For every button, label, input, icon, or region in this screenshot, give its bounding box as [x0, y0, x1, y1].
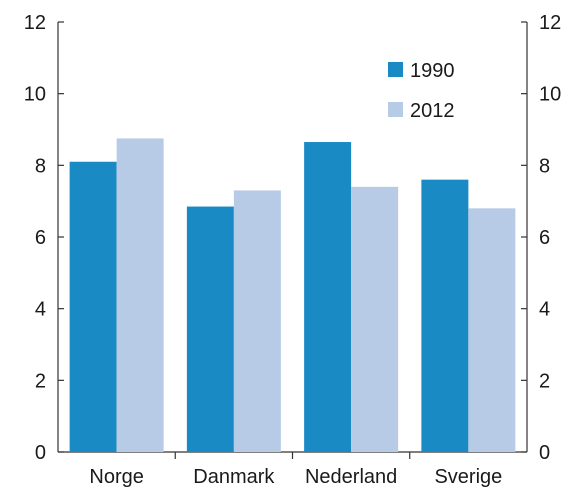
- x-category-label: Danmark: [193, 466, 275, 488]
- x-category-label: Norge: [89, 466, 143, 488]
- left-tick-label: 0: [35, 442, 46, 464]
- left-tick-label: 8: [35, 155, 46, 177]
- x-category-label: Sverige: [434, 466, 502, 488]
- bar-2012-nederland: [351, 186, 399, 453]
- left-tick-label: 4: [35, 299, 46, 321]
- right-y-axis: 0 2 4 6 8 10 12: [521, 12, 561, 464]
- right-tick-label: 0: [539, 442, 550, 464]
- left-tick-label: 12: [24, 12, 46, 34]
- right-tick-label: 2: [539, 370, 550, 392]
- left-tick-label: 10: [24, 84, 46, 106]
- bar-1990-nederland: [304, 142, 352, 452]
- bar-1990-norge: [69, 161, 117, 452]
- x-axis: Norge Danmark Nederland Sverige: [89, 452, 502, 488]
- bar-1990-danmark: [186, 206, 234, 452]
- bar-2012-norge: [116, 138, 164, 453]
- legend: 1990 2012: [388, 60, 455, 122]
- legend-swatch-1990: [388, 62, 403, 77]
- left-tick-label: 6: [35, 227, 46, 249]
- right-tick-label: 6: [539, 227, 550, 249]
- x-category-label: Nederland: [305, 466, 397, 488]
- right-tick-label: 8: [539, 155, 550, 177]
- left-y-axis: 0 2 4 6 8 10 12: [24, 12, 64, 464]
- left-tick-label: 2: [35, 370, 46, 392]
- bar-2012-sverige: [468, 208, 516, 452]
- right-tick-label: 10: [539, 84, 561, 106]
- bar-2012-danmark: [233, 190, 281, 452]
- right-tick-label: 12: [539, 12, 561, 34]
- right-tick-label: 4: [539, 299, 550, 321]
- legend-label-1990: 1990: [410, 60, 455, 82]
- bars-group: [69, 138, 516, 453]
- legend-swatch-2012: [388, 102, 403, 117]
- legend-label-2012: 2012: [410, 100, 455, 122]
- bar-1990-sverige: [421, 179, 469, 452]
